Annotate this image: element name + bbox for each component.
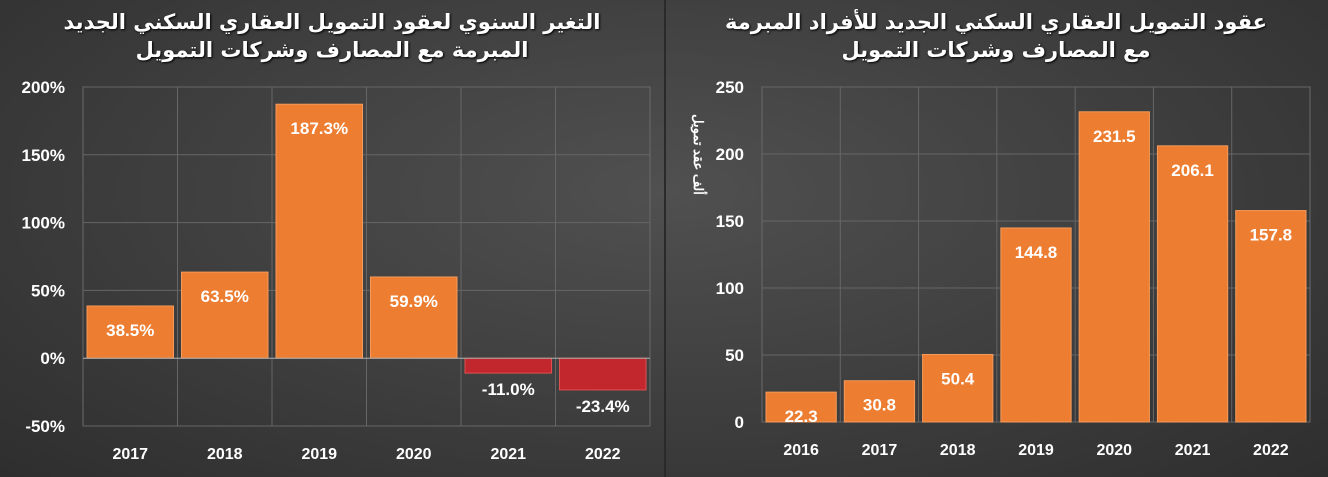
y-tick-label: 50 [725, 346, 744, 365]
x-tick-label: 2018 [207, 446, 243, 463]
bar-2016 [765, 391, 837, 423]
right-chart-panel: عقود التمويل العقاري السكني الجديد للأفر… [664, 0, 1328, 477]
data-label: -11.0% [482, 380, 535, 399]
y-tick-label: 100 [716, 279, 744, 298]
right-chart-title: عقود التمويل العقاري السكني الجديد للأفر… [664, 8, 1328, 64]
bar-2021 [1156, 145, 1229, 423]
data-label: 144.8 [1015, 243, 1058, 262]
x-tick-label: 2019 [1018, 442, 1054, 459]
data-label: 22.3 [785, 407, 818, 426]
left-chart-title: التغير السنوي لعقود التمويل العقاري السك… [0, 8, 664, 64]
x-tick-label: 2017 [862, 442, 898, 459]
data-label: 50.4 [941, 369, 975, 388]
x-tick-label: 2018 [940, 442, 976, 459]
x-tick-label: 2019 [301, 446, 337, 463]
x-tick-label: 2022 [1253, 442, 1289, 459]
left-chart-title-line-1: التغير السنوي لعقود التمويل العقاري السك… [63, 10, 601, 34]
left-chart-title-line-2: المبرمة مع المصارف وشركات التمويل [135, 38, 529, 62]
x-tick-label: 2020 [396, 446, 432, 463]
x-tick-label: 2022 [585, 446, 621, 463]
bar-2018 [922, 353, 994, 423]
right-chart-title-line-1: عقود التمويل العقاري السكني الجديد للأفر… [724, 10, 1268, 34]
x-tick-label: 2021 [1175, 442, 1211, 459]
data-label: 187.3% [290, 119, 348, 138]
x-tick-label: 2017 [112, 446, 148, 463]
data-label: 231.5 [1093, 127, 1136, 146]
right-bar-chart: 0 50 100 150 200 250 22.3 2016 30.8 2017 50.4 2018 1… [690, 78, 1311, 459]
y-tick-label: 0 [735, 413, 744, 432]
data-label: 30.8 [863, 396, 896, 415]
data-label: -23.4% [576, 397, 630, 416]
bar-2021 [464, 357, 552, 374]
right-chart-title-line-2: مع المصارف وشركات التمويل [841, 38, 1151, 62]
y-tick-label: 0% [40, 349, 65, 368]
bar-2019 [275, 103, 363, 359]
left-chart-panel: التغير السنوي لعقود التمويل العقاري السك… [0, 8, 664, 463]
data-label: 206.1 [1171, 161, 1214, 180]
y-tick-label: 50% [31, 281, 65, 300]
y-tick-label: 200% [22, 78, 65, 97]
bar-2017 [86, 305, 174, 359]
data-label: 157.8 [1250, 226, 1293, 245]
y-tick-label: 250 [716, 78, 744, 97]
bar-2022 [1235, 210, 1307, 423]
left-bar-chart: -50% 0% 50% 100% 150% 200% 38.5% 2017 63.5% 2018 1… [22, 78, 651, 463]
bar-2020 [1078, 111, 1150, 423]
x-tick-label: 2020 [1096, 442, 1132, 459]
y-tick-label: -50% [25, 417, 65, 436]
y-tick-label: 200 [716, 145, 744, 164]
x-tick-label: 2021 [490, 446, 526, 463]
y-axis-label: ألف عقد تمويل [690, 114, 707, 195]
bar-2018 [181, 271, 269, 359]
panel-divider [664, 0, 666, 477]
data-label: 59.9% [390, 292, 438, 311]
y-tick-label: 150% [22, 146, 65, 165]
bar-2020 [370, 276, 458, 359]
bar-2019 [1000, 227, 1072, 423]
data-label: 63.5% [201, 287, 249, 306]
bar-2022 [559, 357, 647, 391]
bar-2017 [843, 380, 916, 423]
y-tick-label: 150 [716, 212, 744, 231]
x-tick-label: 2016 [783, 442, 819, 459]
y-tick-label: 100% [22, 214, 65, 233]
data-label: 38.5% [106, 321, 154, 340]
